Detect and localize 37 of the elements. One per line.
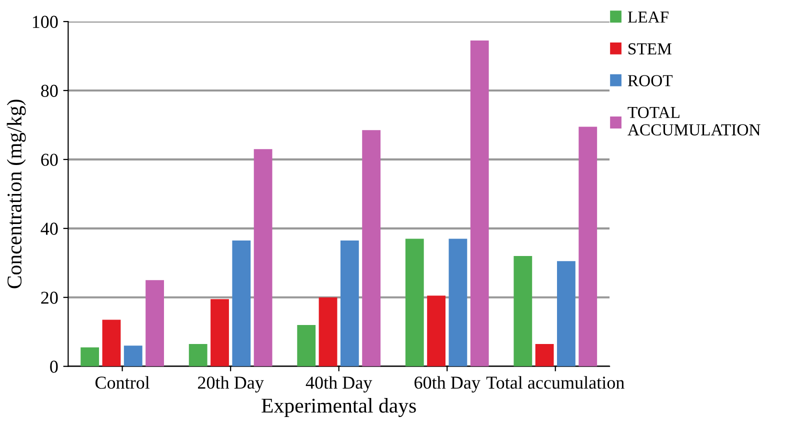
- bar: [124, 346, 142, 366]
- y-tick-label: 80: [41, 84, 58, 97]
- x-tick-label: 40th Day: [306, 376, 372, 392]
- bar: [448, 238, 468, 366]
- bar: [102, 320, 121, 366]
- bar: [470, 40, 489, 366]
- bar: [514, 256, 532, 366]
- x-tick-label: 20th Day: [198, 376, 264, 392]
- y-tick-label: 20: [41, 292, 58, 304]
- x-tick-label: Total accumulation: [486, 376, 624, 389]
- bar: [297, 324, 316, 366]
- legend-label: LEAF: [628, 12, 669, 23]
- bar: [535, 344, 554, 366]
- bar: [557, 261, 576, 366]
- bar: [188, 344, 208, 366]
- bar: [340, 240, 359, 366]
- bar: [362, 130, 381, 366]
- y-tick-label: 60: [41, 154, 58, 166]
- bar: [405, 238, 424, 366]
- bar: [254, 149, 272, 366]
- x-axis-title: Experimental days: [262, 398, 416, 418]
- bar: [232, 240, 251, 366]
- x-tick-label: Control: [95, 376, 150, 389]
- x-tick-label: 60th Day: [414, 376, 480, 392]
- legend-label: ROOT: [628, 75, 673, 86]
- legend-label: TOTAL ACCUMULATION: [628, 106, 760, 136]
- bar: [318, 297, 338, 366]
- y-tick-label: 0: [50, 360, 58, 373]
- bar: [80, 347, 100, 366]
- y-tick-label: 100: [32, 16, 58, 28]
- bar: [210, 299, 229, 366]
- y-tick-label: 40: [40, 222, 58, 235]
- bar: [146, 280, 164, 366]
- legend-label: STEM: [628, 43, 672, 54]
- bar: [427, 296, 446, 366]
- y-axis-title: Concentration (mg/kg): [6, 100, 26, 288]
- bar: [578, 126, 598, 366]
